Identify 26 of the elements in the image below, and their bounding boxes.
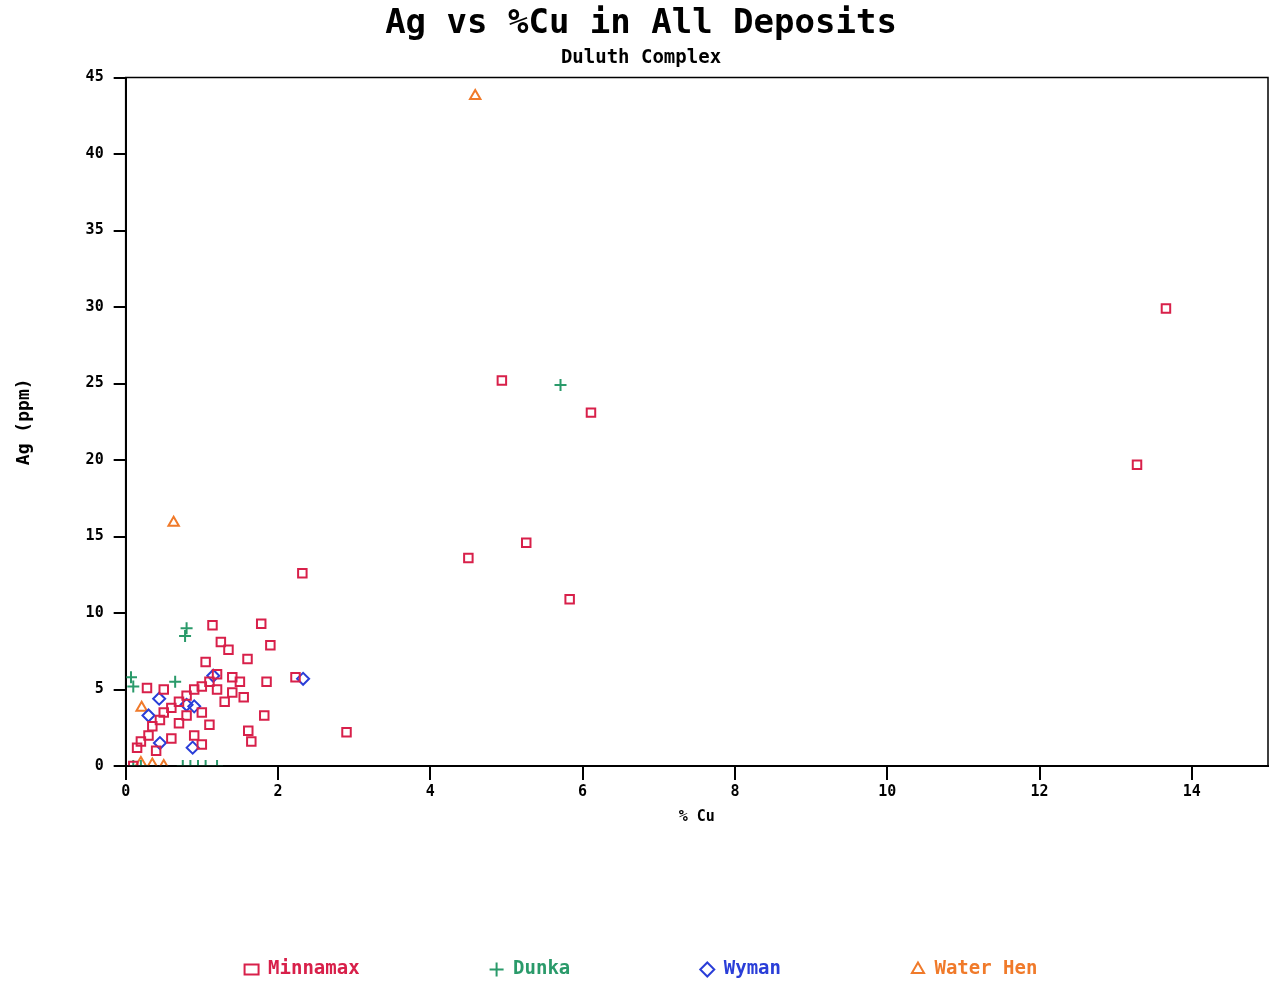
legend-label: Dunka	[513, 956, 571, 979]
y-tick-label: 30	[85, 296, 104, 315]
x-tick-label: 0	[121, 781, 131, 800]
y-tick-label: 35	[85, 220, 104, 239]
y-tick-label: 15	[85, 526, 104, 545]
y-tick-label: 25	[85, 373, 104, 392]
y-tick-label: 5	[94, 679, 104, 698]
x-tick-label: 10	[878, 781, 897, 800]
x-tick-label: 4	[425, 781, 435, 800]
legend-label: Water Hen	[934, 956, 1038, 979]
y-tick-label: 10	[85, 602, 104, 621]
x-tick-label: 6	[578, 781, 588, 800]
y-tick-label: 45	[85, 67, 104, 86]
x-tick-label: 12	[1030, 781, 1049, 800]
x-tick-label: 8	[730, 781, 740, 800]
legend-label: Minnamax	[268, 956, 360, 979]
x-tick-label: 14	[1182, 781, 1201, 800]
y-tick-label: 20	[85, 449, 104, 468]
x-axis-title: % Cu	[678, 806, 715, 825]
y-tick-label: 0	[94, 755, 104, 774]
chart-subtitle: Duluth Complex	[560, 45, 722, 68]
chart-title: Ag vs %Cu in All Deposits	[385, 1, 897, 42]
y-tick-label: 40	[85, 143, 104, 162]
x-tick-label: 2	[273, 781, 283, 800]
y-axis-title: Ag (ppm)	[12, 378, 34, 466]
legend-label: Wyman	[723, 956, 781, 979]
